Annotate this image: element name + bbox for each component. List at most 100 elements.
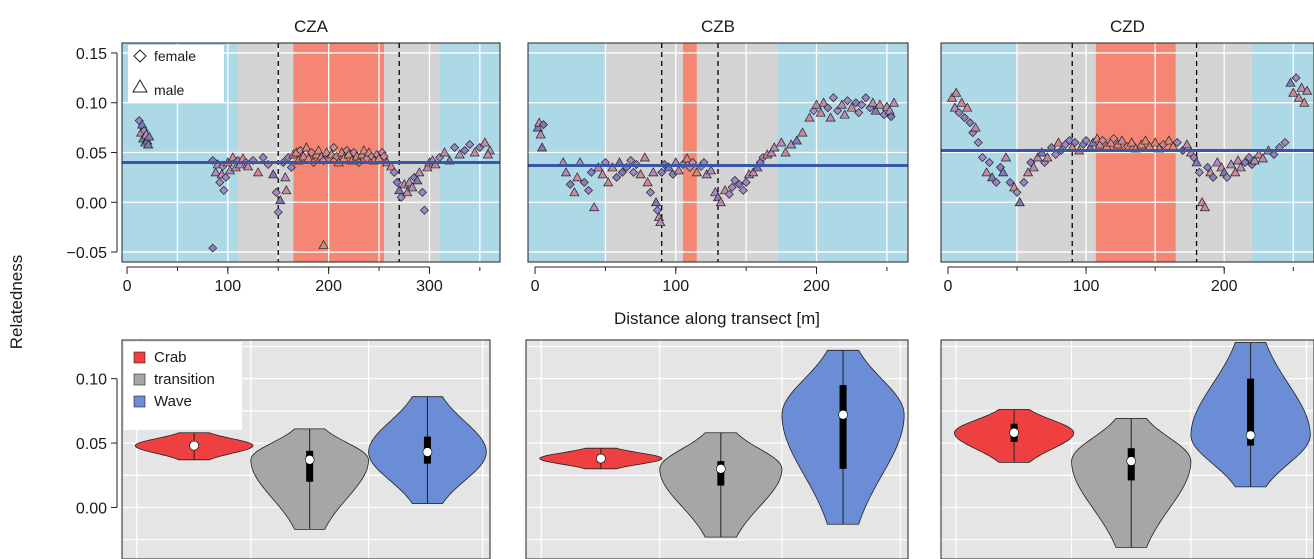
data-point-male — [143, 139, 154, 149]
scatter-panel-czd: CZD 0 100 200 — [940, 17, 1314, 295]
data-point-female — [857, 100, 867, 110]
x-tick-label: 200 — [315, 278, 342, 295]
data-point-female — [1291, 73, 1301, 83]
data-point-female — [1019, 177, 1029, 187]
y-tick-label: 0.00 — [76, 195, 107, 212]
data-point-male — [1000, 152, 1012, 162]
data-point-female — [724, 189, 734, 199]
x-tick-label: 300 — [416, 278, 443, 295]
data-point-male — [281, 185, 292, 195]
data-point-male — [748, 167, 759, 177]
data-point-female — [612, 172, 622, 182]
data-point-female — [1098, 136, 1108, 146]
data-point-male — [1293, 92, 1304, 102]
violin-iqr-box — [306, 450, 314, 482]
data-point-male — [1288, 87, 1299, 97]
data-point-male — [1296, 82, 1307, 92]
data-point-male — [439, 147, 450, 157]
data-point-male — [454, 149, 465, 159]
data-point-female — [954, 108, 964, 118]
panel-frame — [940, 42, 1314, 263]
legend-label-crab: Crab — [154, 349, 187, 366]
data-point-female — [629, 167, 639, 177]
violin-median-dot — [1245, 430, 1256, 441]
data-point-male — [1301, 85, 1313, 95]
data-point-male — [479, 137, 490, 147]
data-point-male — [301, 142, 312, 152]
data-point-female — [861, 93, 871, 103]
data-point-female — [219, 185, 229, 195]
violin-panel-cza: 0.00 0.05 0.10 Crab transition Wave — [76, 339, 491, 559]
data-point-male — [1249, 155, 1260, 165]
violin-median-dot — [596, 453, 606, 464]
data-point-female — [738, 185, 748, 195]
data-point-female — [652, 205, 662, 215]
violin-median-dot — [304, 455, 315, 465]
data-point-male — [681, 153, 693, 163]
data-point-male — [589, 202, 600, 212]
data-point-male — [1181, 139, 1193, 149]
data-point-female — [392, 177, 402, 187]
data-point-male — [870, 105, 881, 115]
data-point-female — [828, 93, 838, 103]
violin-panel-czd — [940, 339, 1314, 559]
data-point-female — [734, 179, 744, 189]
data-point-male — [836, 99, 847, 109]
data-point-male — [839, 109, 850, 119]
data-point-female — [538, 120, 548, 130]
data-point-male — [414, 167, 425, 177]
data-point-male — [962, 102, 973, 112]
data-point-male — [815, 107, 826, 117]
data-point-male — [1199, 202, 1210, 212]
violin-median-dot — [838, 409, 848, 420]
data-point-female — [1051, 149, 1061, 159]
data-point-female — [1269, 149, 1279, 159]
data-point-male — [705, 165, 717, 175]
data-point-male — [1042, 152, 1053, 162]
data-point-male — [691, 167, 702, 177]
data-point-female — [1240, 157, 1250, 167]
data-point-female — [991, 177, 1001, 187]
data-point-male — [560, 167, 572, 177]
data-point-female — [465, 140, 475, 150]
data-point-male — [603, 177, 614, 187]
legend-male-label: male — [154, 82, 185, 98]
data-point-female — [379, 151, 389, 161]
data-point-male — [650, 197, 662, 207]
data-point-female — [965, 118, 975, 128]
violin-y-tick-label: 0.05 — [76, 436, 107, 453]
data-point-female — [984, 157, 994, 167]
violin-iqr-box — [1247, 378, 1255, 446]
data-point-female — [1244, 152, 1254, 162]
violin-iqr-box — [839, 385, 847, 469]
data-point-male — [1022, 167, 1034, 177]
panel-content — [122, 43, 500, 262]
data-point-male — [946, 92, 958, 102]
data-point-male — [673, 165, 684, 175]
data-point-female — [809, 106, 819, 116]
data-point-female — [419, 205, 429, 215]
data-point-male — [766, 147, 777, 157]
data-point-male — [642, 177, 653, 187]
data-point-male — [776, 137, 787, 147]
legend-male-symbol — [132, 79, 148, 93]
data-point-female — [886, 112, 896, 122]
data-point-female — [1109, 134, 1119, 144]
x-tick-label: 200 — [803, 278, 830, 295]
data-point-female — [823, 103, 833, 113]
data-point-female — [329, 143, 339, 153]
data-point-male — [394, 185, 405, 195]
scatter-panel-czb: CZB 0 100 200 — [527, 17, 909, 295]
data-point-male — [1191, 157, 1202, 167]
violin-panel-czb — [525, 339, 909, 559]
data-point-female — [273, 207, 283, 217]
violin-median-dot — [716, 464, 726, 474]
data-point-male — [572, 172, 583, 182]
data-point-female — [959, 113, 969, 123]
data-point-female — [579, 177, 589, 187]
data-point-male — [1032, 152, 1043, 162]
data-point-male — [536, 142, 548, 152]
data-point-male — [635, 169, 646, 179]
y-tick-label: 0.15 — [76, 46, 107, 63]
